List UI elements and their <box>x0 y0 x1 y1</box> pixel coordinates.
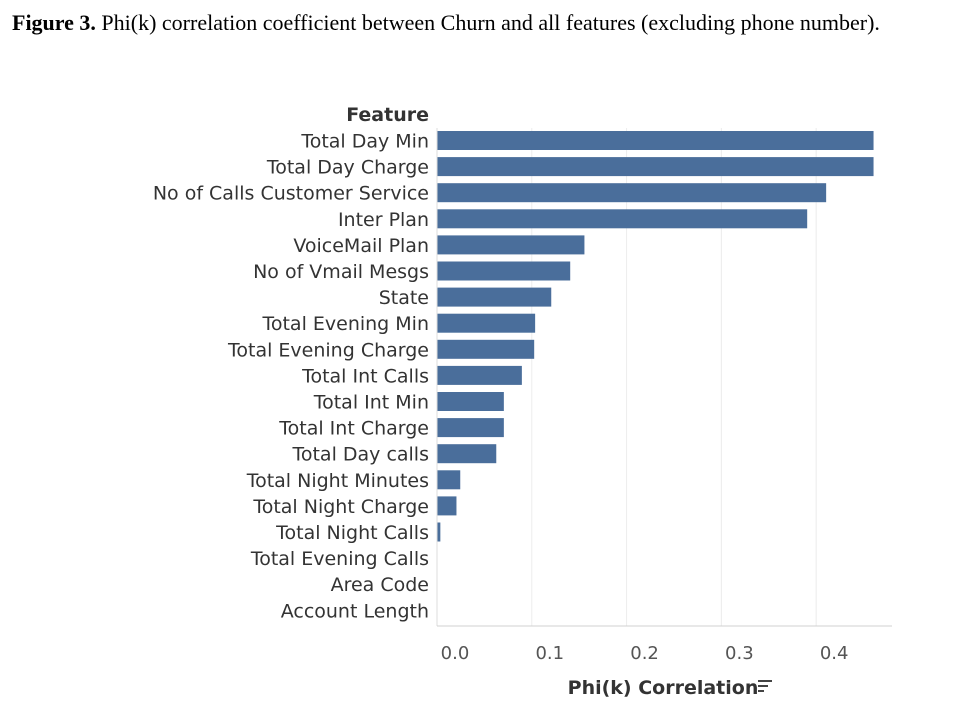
category-label: Total Evening Charge <box>227 339 429 361</box>
figure-caption: Figure 3. Phi(k) correlation coefficient… <box>12 8 957 38</box>
category-label: State <box>379 287 429 309</box>
category-label: VoiceMail Plan <box>293 235 429 257</box>
x-axis-title: Phi(k) Correlation <box>568 677 759 699</box>
bar[interactable] <box>437 522 441 542</box>
category-label: Total Day Min <box>300 131 429 153</box>
category-label: No of Calls Customer Service <box>153 183 429 205</box>
x-tick-label: 0.3 <box>725 643 754 664</box>
bar[interactable] <box>437 313 536 333</box>
x-tick-label: 0.2 <box>630 643 659 664</box>
bar[interactable] <box>437 131 874 150</box>
category-label: Total Day calls <box>291 444 429 466</box>
row-header: Feature <box>346 104 429 126</box>
caption-lead: Figure 3. <box>12 10 96 35</box>
sort-descending-icon[interactable] <box>758 680 772 692</box>
category-label: Account Length <box>281 600 429 622</box>
bar[interactable] <box>437 496 457 516</box>
x-tick-labels: 0.0 0.1 0.2 0.3 0.4 <box>441 643 849 664</box>
category-label: No of Vmail Mesgs <box>253 261 429 283</box>
category-label: Total Int Charge <box>278 418 429 440</box>
bar[interactable] <box>437 365 522 385</box>
caption-text: Phi(k) correlation coefficient between C… <box>95 10 880 35</box>
bar[interactable] <box>437 392 504 411</box>
category-label: Total Night Calls <box>275 522 429 544</box>
category-label: Total Int Min <box>313 392 429 414</box>
x-tick-label: 0.1 <box>535 643 564 664</box>
category-label: Area Code <box>331 574 429 596</box>
bar[interactable] <box>437 287 552 307</box>
bar[interactable] <box>437 157 874 177</box>
category-label: Total Evening Calls <box>250 548 429 570</box>
x-tick-label: 0.4 <box>820 643 849 664</box>
bar[interactable] <box>437 183 827 203</box>
bars <box>437 131 874 542</box>
bar[interactable] <box>437 261 571 281</box>
bar[interactable] <box>437 209 808 229</box>
bar[interactable] <box>437 470 461 490</box>
category-label: Inter Plan <box>338 209 429 231</box>
bar[interactable] <box>437 444 497 464</box>
category-label: Total Night Charge <box>252 496 429 518</box>
bar[interactable] <box>437 418 504 438</box>
x-tick-label: 0.0 <box>441 643 470 664</box>
category-label: Total Evening Min <box>261 313 429 335</box>
category-label: Total Day Charge <box>266 157 429 179</box>
category-labels: Total Day Min Total Day Charge No of Calls… <box>153 131 429 623</box>
bar[interactable] <box>437 339 535 359</box>
bar[interactable] <box>437 235 585 255</box>
category-label: Total Night Minutes <box>246 470 429 492</box>
category-label: Total Int Calls <box>301 365 429 387</box>
